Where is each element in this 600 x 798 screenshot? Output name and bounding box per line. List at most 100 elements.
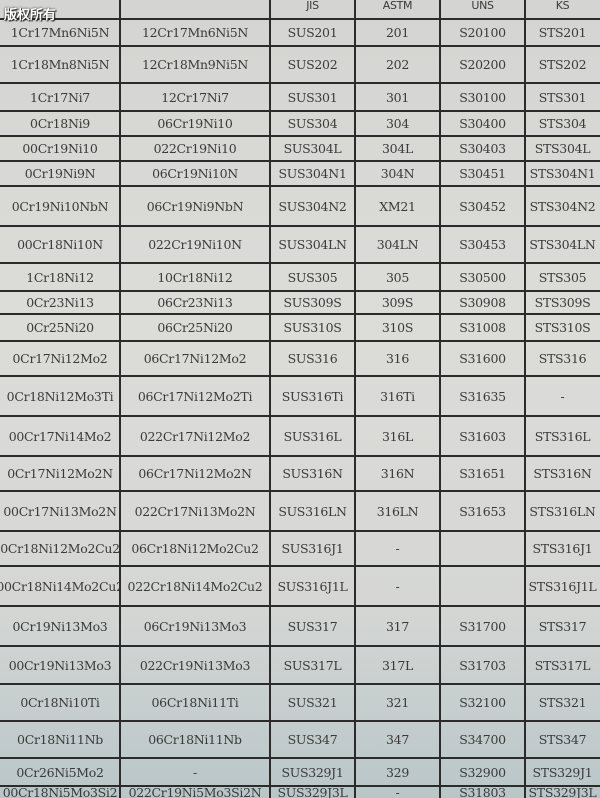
uns-cell: S30452 [459, 198, 506, 214]
old-grade-cell: 0Cr23Ni13 [26, 295, 94, 310]
table-row: 0Cr19Ni10NbN 06Cr19Ni9NbN SUS304N2 XM21 S304… [0, 185, 600, 225]
table-row: 1Cr17Ni7 12Cr17Ni7 SUS301 301 S30100 STS301 [0, 82, 600, 110]
table-row: 0Cr18Ni12Mo3Ti 06Cr17Ni12Mo2Ti SUS316Ti 316… [0, 375, 600, 415]
uns-cell: S30100 [459, 89, 506, 105]
uns-cell: S31603 [459, 428, 506, 444]
new-grade-cell: 022Cr19Ni10N [148, 237, 242, 252]
uns-cell: S32100 [459, 695, 506, 710]
column-divider [269, 0, 271, 798]
table-row: 00Cr17Ni14Mo2 022Cr17Ni12Mo2 SUS316L 316L S3… [0, 415, 600, 455]
jis-cell: SUS316LN [278, 503, 347, 519]
old-grade-cell: 00Cr17Ni13Mo2N [3, 503, 117, 519]
old-grade-cell: 0Cr19Ni10NbN [11, 198, 109, 214]
ks-cell: STS304N2 [529, 198, 596, 214]
old-grade-cell: 00Cr19Ni13Mo3 [8, 657, 112, 673]
jis-cell: SUS316J1L [277, 578, 348, 594]
astm-cell: 317 [386, 618, 409, 634]
astm-cell: 301 [386, 89, 409, 105]
table-row: 0Cr17Ni12Mo2N 06Cr17Ni12Mo2N SUS316N 316N S3… [0, 455, 600, 490]
astm-cell: - [395, 578, 400, 594]
ks-cell: STS316N [533, 466, 592, 481]
new-grade-cell: 12Cr18Mn9Ni5N [141, 57, 249, 72]
header-astm: ASTM [382, 0, 413, 12]
old-grade-cell: 0Cr19Ni13Mo3 [12, 618, 108, 634]
ks-cell: STS317 [538, 618, 587, 634]
jis-cell: SUS301 [287, 89, 338, 105]
ks-cell: STS316J1L [528, 578, 597, 594]
jis-cell: SUS309S [283, 295, 342, 310]
ks-cell: STS309S [534, 295, 591, 310]
table-row: 0Cr25Ni20 06Cr25Ni20 SUS310S 310S S31008 STS3… [0, 313, 600, 340]
table-row: 0Cr19Ni13Mo3 06Cr19Ni13Mo3 SUS317 317 S31700… [0, 605, 600, 645]
ks-cell: STS304L [534, 141, 591, 156]
uns-cell: S30403 [459, 141, 506, 156]
new-grade-cell: 06Cr25Ni20 [157, 320, 233, 335]
column-divider [524, 0, 526, 798]
new-grade-cell: 06Cr19Ni13Mo3 [143, 618, 247, 634]
ks-cell: STS305 [538, 269, 587, 285]
header-ks: KS [555, 0, 570, 12]
old-grade-cell: 00Cr19Ni10 [22, 141, 98, 156]
header-jis: JIS [306, 0, 319, 12]
ks-cell: STS316 [538, 351, 587, 366]
jis-cell: SUS316Ti [281, 388, 344, 404]
table-row: 00Cr18Ni5Mo3Si2 022Cr19Ni5Mo3Si2N SUS329J3… [0, 785, 600, 798]
uns-cell: S31651 [459, 466, 506, 481]
new-grade-cell: 06Cr18Ni11Nb [148, 732, 242, 747]
uns-cell: S31653 [459, 503, 506, 519]
astm-cell: 347 [386, 732, 409, 747]
old-grade-cell: 0Cr17Ni12Mo2N [7, 466, 113, 481]
jis-cell: SUS305 [287, 269, 338, 285]
uns-cell: S20100 [459, 25, 506, 40]
table-row: 0Cr17Ni12Mo2 06Cr17Ni12Mo2 SUS316 316 S31600… [0, 340, 600, 375]
uns-cell: S30453 [459, 237, 506, 252]
astm-cell: 202 [386, 57, 409, 72]
jis-cell: SUS321 [287, 695, 338, 710]
astm-cell: 309S [381, 295, 414, 310]
new-grade-cell: 06Cr19Ni10N [152, 166, 238, 181]
old-grade-cell: 1Cr18Ni12 [26, 269, 94, 285]
astm-cell: 310S [381, 320, 414, 335]
old-grade-cell: 00Cr17Ni14Mo2 [8, 428, 112, 444]
uns-cell: S30908 [459, 295, 506, 310]
ks-cell: STS347 [538, 732, 587, 747]
uns-cell: S31600 [459, 351, 506, 366]
table-row: 0Cr18Ni10Ti 06Cr18Ni11Ti SUS321 321 S32100 ST… [0, 683, 600, 720]
ks-cell: - [560, 388, 565, 404]
watermark: 版权所有 [4, 8, 57, 23]
jis-cell: SUS304N2 [278, 198, 347, 214]
astm-cell: 304 [386, 116, 409, 131]
jis-cell: SUS304N1 [278, 166, 347, 181]
astm-cell: 316 [386, 351, 409, 366]
new-grade-cell: 10Cr18Ni12 [157, 269, 233, 285]
ks-cell: STS310S [534, 320, 591, 335]
table-row: 00Cr18Ni14Mo2Cu2 022Cr18Ni14Mo2Cu2 SUS316J… [0, 565, 600, 605]
new-grade-cell: 06Cr17Ni12Mo2Ti [137, 388, 253, 404]
ks-cell: STS321 [538, 695, 587, 710]
ks-cell: STS317L [534, 657, 591, 673]
jis-cell: SUS329J3L [277, 787, 348, 798]
astm-cell: 304LN [376, 237, 419, 252]
astm-cell: 316L [382, 428, 413, 444]
jis-cell: SUS310S [283, 320, 342, 335]
new-grade-cell: 06Cr18Ni12Mo2Cu2 [131, 541, 259, 556]
uns-cell: S30500 [459, 269, 506, 285]
new-grade-cell: 022Cr19Ni13Mo3 [139, 657, 251, 673]
table-row: 0Cr19Ni9N 06Cr19Ni10N SUS304N1 304N S30451 ST… [0, 160, 600, 185]
column-divider [439, 0, 441, 798]
old-grade-cell: 1Cr18Mn8Ni5N [10, 57, 110, 72]
old-grade-cell: 0Cr17Ni12Mo2 [12, 351, 108, 366]
astm-cell: 304N [380, 166, 415, 181]
new-grade-cell: 022Cr19Ni10 [153, 141, 237, 156]
jis-cell: SUS317 [287, 618, 338, 634]
table-row: 00Cr19Ni10 022Cr19Ni10 SUS304L 304L S30403 ST… [0, 135, 600, 160]
uns-cell: S31635 [459, 388, 506, 404]
jis-cell: SUS201 [287, 25, 338, 40]
uns-cell [440, 567, 525, 605]
ks-cell: STS202 [538, 57, 587, 72]
jis-cell: SUS316J1 [281, 541, 344, 556]
ks-cell: STS304 [538, 116, 587, 131]
astm-cell: - [395, 541, 400, 556]
ks-cell: STS316LN [529, 503, 596, 519]
new-grade-cell: 06Cr17Ni12Mo2 [143, 351, 247, 366]
